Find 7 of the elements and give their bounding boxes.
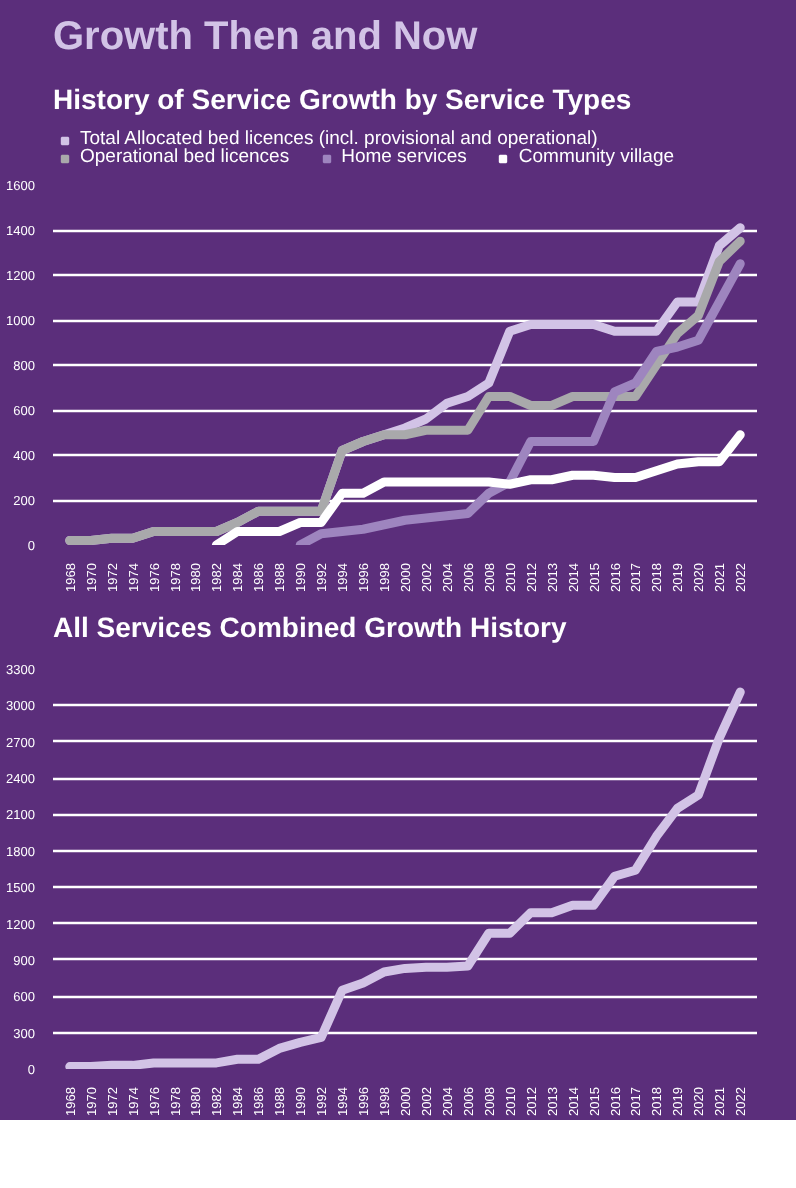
legend-label: Community village [518,146,675,168]
legend-label: Home services [341,146,467,168]
legend-label: Total Allocated bed licences (incl. provisional and operational) [80,128,598,150]
legend-label: Operational bed licences [80,146,290,168]
chart-title: All Services Combined Growth History [53,611,567,643]
chart-subtitle: History of Service Growth by Service Types [53,83,632,115]
chart-title: Growth Then and Now [53,15,479,59]
